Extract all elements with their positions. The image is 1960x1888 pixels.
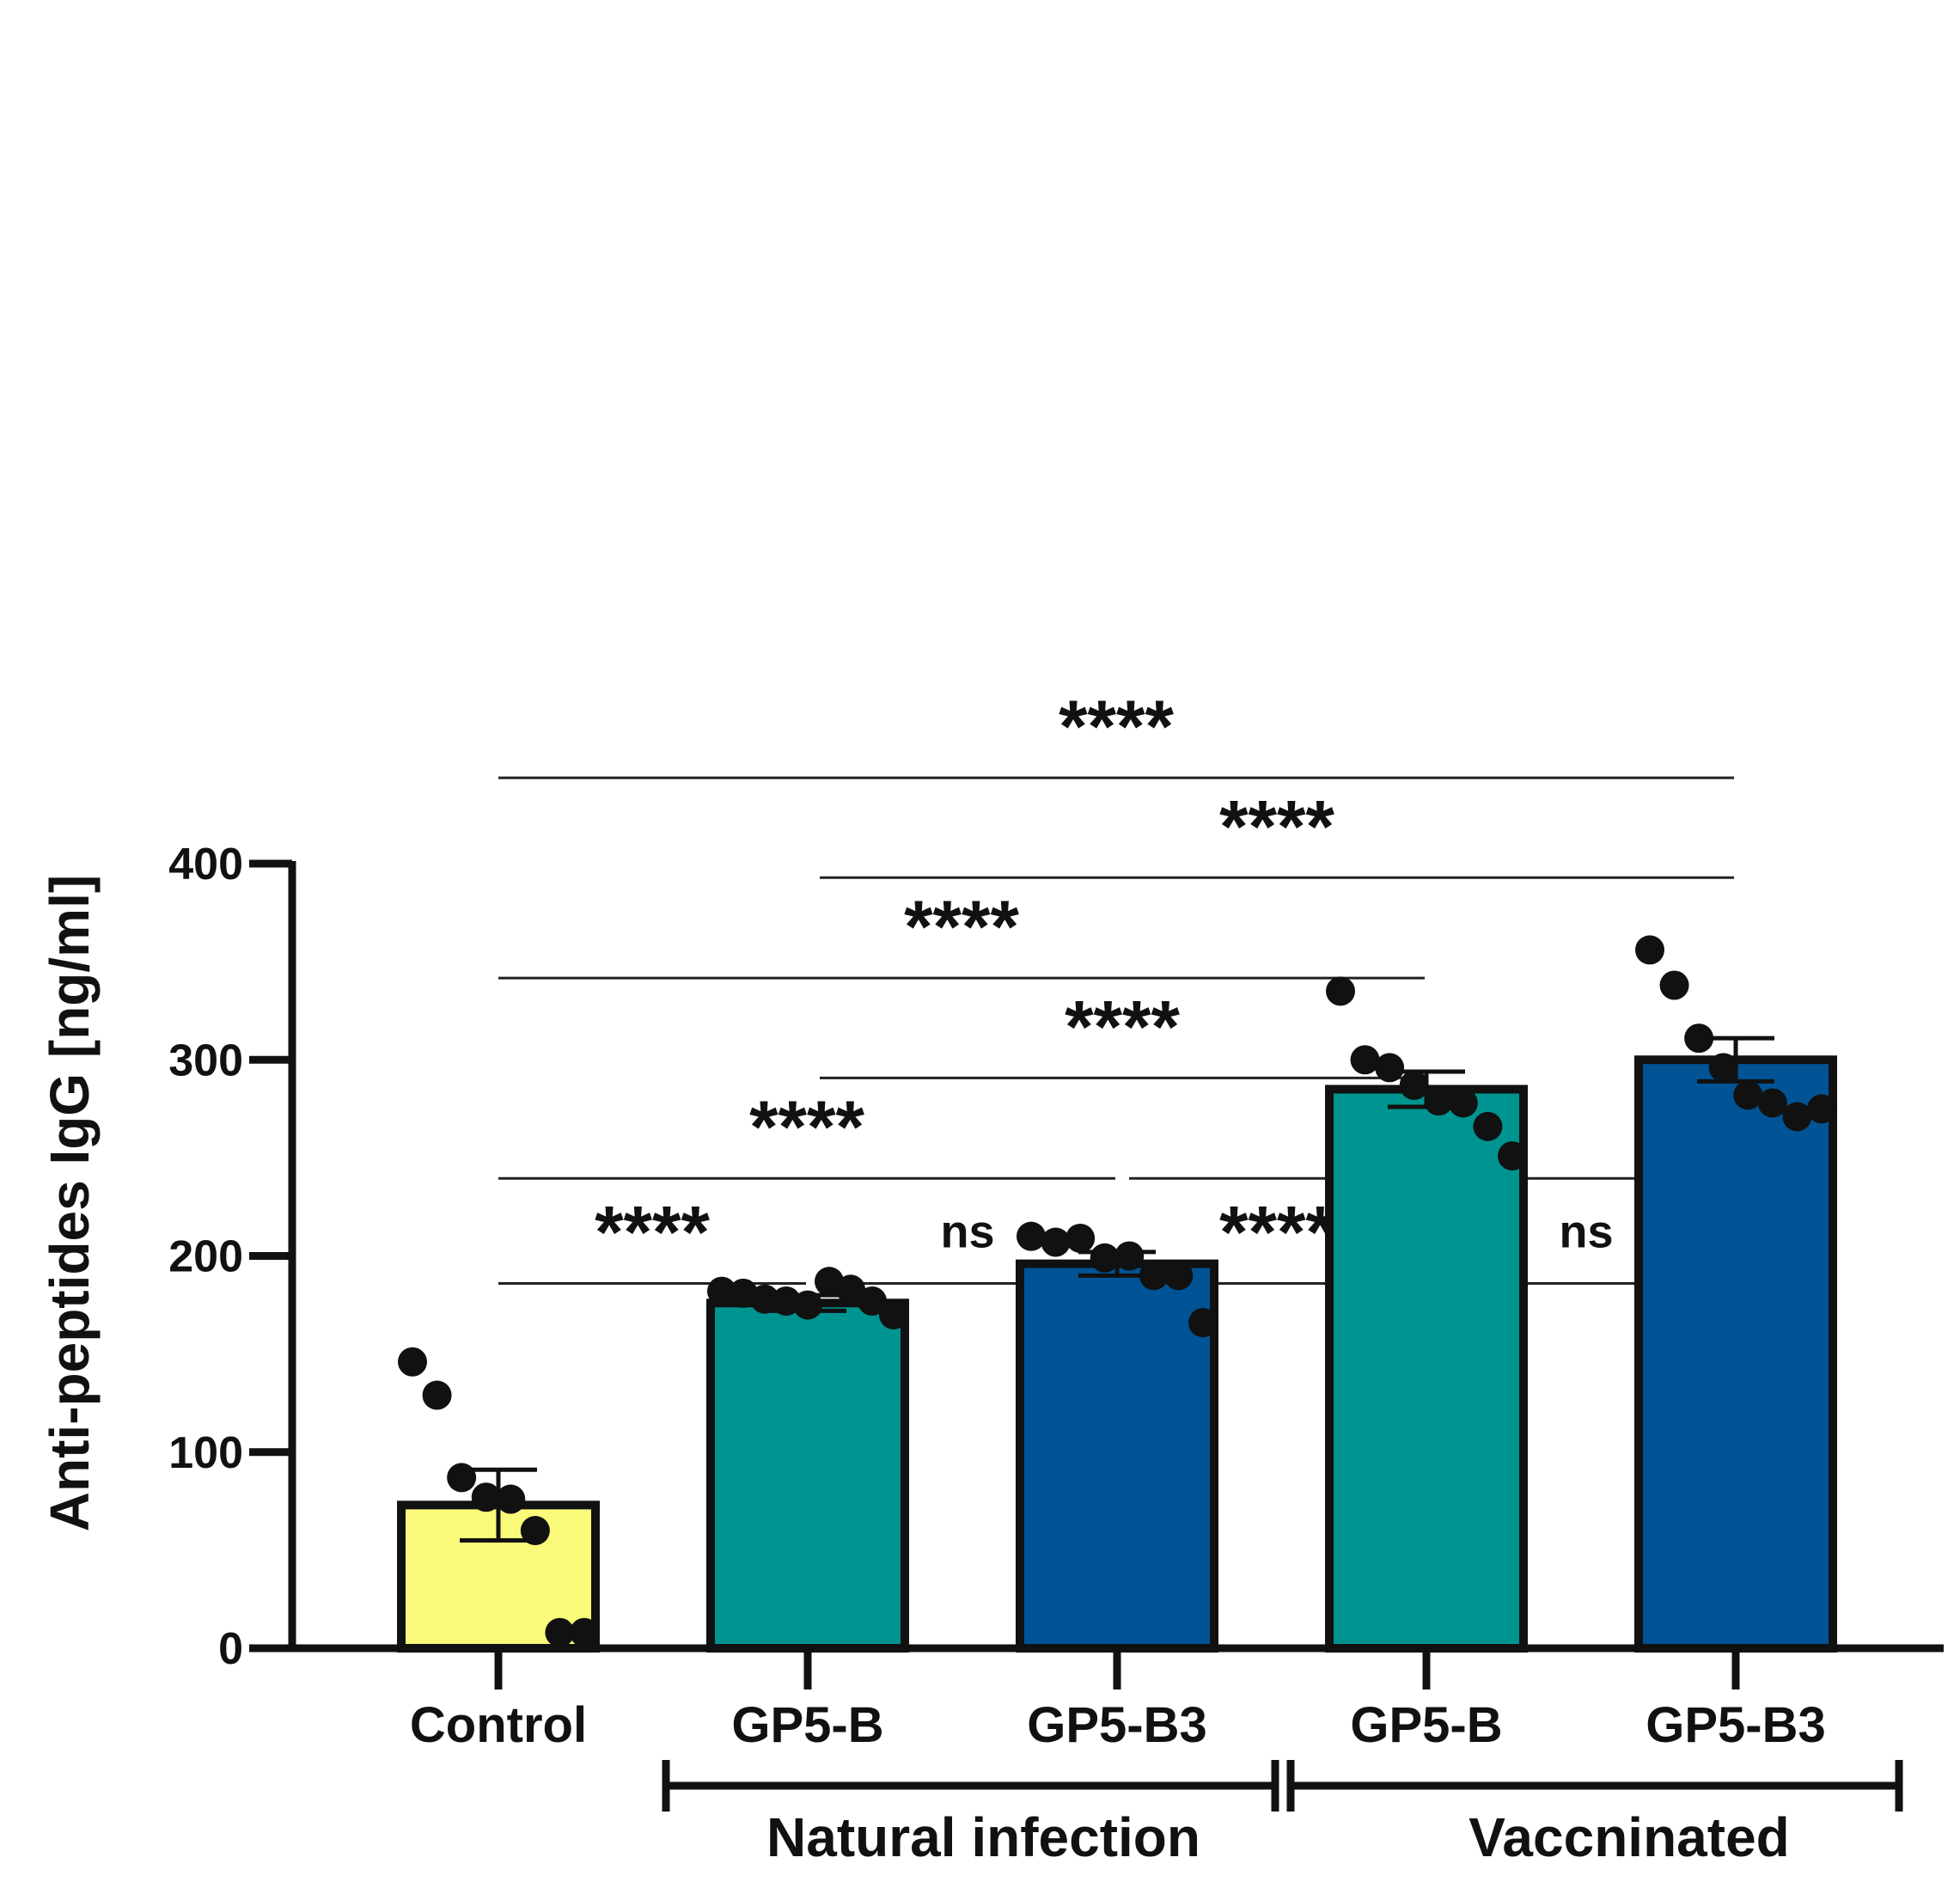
data-point bbox=[1188, 1308, 1218, 1338]
data-point bbox=[1733, 1080, 1763, 1110]
data-point bbox=[520, 1516, 550, 1546]
significance-label: **** bbox=[1219, 1192, 1334, 1274]
data-point bbox=[496, 1484, 526, 1514]
data-point bbox=[1448, 1088, 1478, 1118]
data-point bbox=[1424, 1086, 1454, 1116]
data-point bbox=[1708, 1053, 1738, 1083]
y-axis-label: Anti-peptides IgG [ng/ml] bbox=[39, 875, 101, 1531]
data-point bbox=[1041, 1227, 1071, 1257]
data-point bbox=[1090, 1243, 1120, 1273]
bar bbox=[1634, 1055, 1837, 1653]
significance-label: ns bbox=[1559, 1207, 1613, 1258]
data-point bbox=[570, 1617, 599, 1647]
data-point bbox=[1375, 1053, 1405, 1083]
data-point bbox=[1326, 976, 1355, 1006]
data-point bbox=[398, 1347, 427, 1377]
significance-label: ns bbox=[940, 1207, 994, 1258]
significance-label: **** bbox=[1059, 686, 1174, 768]
data-point bbox=[1139, 1261, 1169, 1291]
data-point bbox=[1114, 1241, 1145, 1271]
data-point bbox=[1399, 1070, 1429, 1100]
data-point bbox=[750, 1284, 779, 1314]
data-points bbox=[398, 935, 1836, 1647]
bars bbox=[397, 1036, 1837, 1653]
data-point bbox=[1017, 1221, 1046, 1251]
data-point bbox=[422, 1380, 452, 1410]
data-point bbox=[545, 1617, 575, 1647]
data-point bbox=[1757, 1088, 1787, 1118]
significance-brackets: ****************************ns****ns bbox=[498, 686, 1734, 1286]
data-point bbox=[858, 1286, 887, 1316]
x-tick-label: Control bbox=[410, 1697, 587, 1753]
data-point bbox=[879, 1299, 908, 1329]
data-point bbox=[793, 1290, 822, 1320]
x-tick-label: GP5-B bbox=[731, 1697, 883, 1753]
group-brackets: Natural infection Vaccninated bbox=[662, 1760, 1903, 1868]
y-tick-label: 300 bbox=[168, 1036, 243, 1085]
x-tick-label: GP5-B3 bbox=[1646, 1697, 1826, 1753]
data-point bbox=[1659, 970, 1689, 1000]
data-point bbox=[1163, 1261, 1194, 1291]
data-point bbox=[1065, 1223, 1096, 1253]
bar bbox=[1325, 1085, 1528, 1653]
data-point bbox=[836, 1274, 865, 1304]
group-label: Vaccninated bbox=[1468, 1806, 1790, 1868]
axes: Anti-peptides IgG [ng/ml] 0 100 200 300 400 C… bbox=[39, 840, 1944, 1753]
significance-label: **** bbox=[1065, 986, 1180, 1068]
data-point bbox=[447, 1463, 477, 1493]
significance-label: **** bbox=[1219, 785, 1334, 868]
data-point bbox=[471, 1482, 501, 1512]
data-point bbox=[1635, 935, 1664, 965]
y-tick-label: 100 bbox=[168, 1428, 243, 1478]
significance-label: **** bbox=[749, 1086, 864, 1169]
data-point bbox=[1473, 1111, 1503, 1141]
y-tick-label: 400 bbox=[168, 840, 243, 889]
x-tick-label: GP5-B bbox=[1350, 1697, 1502, 1753]
data-point bbox=[1782, 1102, 1812, 1132]
data-point bbox=[707, 1276, 736, 1306]
significance-label: **** bbox=[904, 886, 1019, 968]
group-label: Natural infection bbox=[766, 1806, 1200, 1868]
bar bbox=[1016, 1259, 1218, 1653]
y-tick-label: 0 bbox=[218, 1624, 243, 1674]
x-tick-label: GP5-B3 bbox=[1027, 1697, 1207, 1753]
y-tick-label: 200 bbox=[168, 1232, 243, 1282]
data-point bbox=[1807, 1094, 1836, 1124]
data-point bbox=[1350, 1045, 1380, 1075]
significance-label: **** bbox=[595, 1192, 710, 1274]
bar bbox=[706, 1298, 909, 1653]
data-point bbox=[1498, 1141, 1527, 1171]
data-point bbox=[1684, 1023, 1714, 1054]
